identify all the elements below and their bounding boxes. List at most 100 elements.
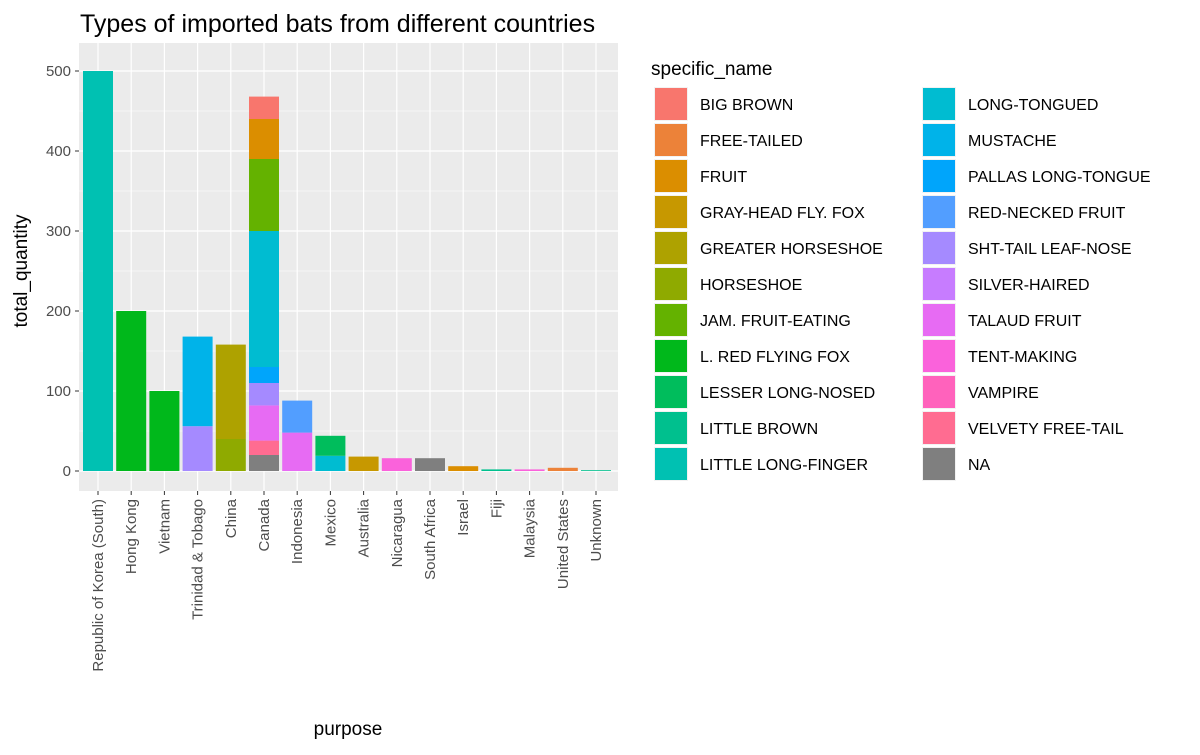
bar-canada-velvety-free-tail (249, 440, 279, 455)
bar-indonesia-red-necked-fruit (282, 400, 313, 433)
x-tick-label-canada: Canada (256, 498, 273, 551)
legend-items: BIG BROWN FREE-TAILED FRUIT GRAY-HEAD FLY. … (654, 87, 1151, 481)
x-tick-label-malaysia: Malaysia (522, 498, 539, 558)
legend-swatch-pallas-long-tongue (923, 160, 955, 192)
x-tick-label-republic-of-korea-south: Republic of Korea (South) (90, 499, 107, 672)
legend-swatch-jam-fruit-eating (655, 304, 687, 336)
bar-trinidad-and-tobago-mustache (182, 336, 213, 427)
x-tick-label-nicaragua: Nicaragua (389, 498, 406, 567)
x-tick-label-mexico: Mexico (322, 499, 339, 547)
legend-label-lesser-long-nosed: LESSER LONG-NOSED (700, 385, 875, 402)
bar-israel-fruit (448, 466, 479, 471)
legend-label-vampire: VAMPIRE (968, 385, 1039, 402)
legend-swatch-silver-haired (923, 268, 955, 300)
x-tick-label-south-africa: South Africa (422, 498, 439, 580)
x-tick-label-trinidad-and-tobago: Trinidad & Tobago (190, 499, 207, 620)
bar-australia-gray-head-fly-fox (348, 456, 379, 471)
y-axis: 0 100 200 300 400 500 (46, 63, 79, 480)
bar-malaysia-tent-making (514, 469, 545, 471)
x-tick-label-china: China (223, 498, 240, 538)
x-tick-label-fiji: Fiji (488, 499, 505, 518)
x-tick-label-australia: Australia (356, 498, 373, 557)
legend-swatch-gray-head-fly-fox (655, 196, 687, 228)
x-tick-label-hong-kong: Hong Kong (123, 499, 140, 574)
x-tick-label-israel: Israel (455, 499, 472, 536)
y-tick-label: 400 (46, 143, 71, 160)
y-axis-label: total_quantity (11, 214, 32, 328)
legend-label-gray-head-fly-fox: GRAY-HEAD FLY. FOX (700, 205, 865, 222)
legend-title: specific_name (651, 59, 772, 80)
bar-vietnam-l-red-flying-fox (149, 391, 180, 471)
legend-label-velvety-free-tail: VELVETY FREE-TAIL (968, 421, 1124, 438)
legend-swatch-tent-making (923, 340, 955, 372)
legend-swatch-greater-horseshoe (655, 232, 687, 264)
y-tick-label: 100 (46, 383, 71, 400)
legend-swatch-na (923, 448, 955, 480)
bar-south-africa-na (415, 458, 445, 471)
legend-label-sht-tail-leaf-nose: SHT-TAIL LEAF-NOSE (968, 241, 1132, 258)
legend-swatch-long-tongued (923, 88, 955, 120)
legend-label-horseshoe: HORSESHOE (700, 277, 802, 294)
legend-label-talaud-fruit: TALAUD FRUIT (968, 313, 1082, 330)
bar-canada-talaud-fruit (249, 405, 279, 441)
legend-swatch-mustache (923, 124, 955, 156)
bars (83, 71, 611, 471)
bar-canada-pallas-long-tongue (249, 367, 279, 383)
legend-label-mustache: MUSTACHE (968, 133, 1057, 150)
legend-label-red-necked-fruit: RED-NECKED FRUIT (968, 205, 1126, 222)
chart-title: Types of imported bats from different co… (80, 10, 595, 38)
y-tick-label: 300 (46, 223, 71, 240)
legend-label-long-tongued: LONG-TONGUED (968, 97, 1098, 114)
y-tick-label: 500 (46, 63, 71, 80)
bar-mexico-long-tongued (315, 455, 346, 471)
bar-canada-fruit (249, 119, 279, 159)
bar-canada-jam-fruit-eating (249, 159, 279, 231)
legend-label-little-long-finger: LITTLE LONG-FINGER (700, 457, 868, 474)
x-axis: Republic of Korea (South) Hong Kong Vietna… (90, 491, 605, 672)
bar-republic-of-korea-south-little-long-finger (83, 71, 113, 471)
legend-swatch-big-brown (655, 88, 687, 120)
legend: specific_name BIG BROWN FREE-TAILED FRUIT G… (651, 59, 1151, 481)
legend-label-tent-making: TENT-MAKING (968, 349, 1077, 366)
legend-label-big-brown: BIG BROWN (700, 97, 793, 114)
y-tick-label: 200 (46, 303, 71, 320)
grid (79, 43, 618, 491)
legend-label-fruit: FRUIT (700, 169, 747, 186)
legend-swatch-lesser-long-nosed (655, 376, 687, 408)
legend-label-free-tailed: FREE-TAILED (700, 133, 803, 150)
bar-canada-na (249, 455, 279, 471)
x-tick-label-united-states: United States (555, 499, 572, 589)
bar-trinidad-and-tobago-sht-tail-leaf-nose (182, 426, 213, 471)
bar-china-horseshoe (215, 439, 246, 471)
legend-label-pallas-long-tongue: PALLAS LONG-TONGUE (968, 169, 1151, 186)
legend-label-jam-fruit-eating: JAM. FRUIT-EATING (700, 313, 851, 330)
legend-swatch-velvety-free-tail (923, 412, 955, 444)
legend-swatch-fruit (655, 160, 687, 192)
x-tick-label-indonesia: Indonesia (289, 498, 306, 564)
bar-indonesia-talaud-fruit (282, 432, 313, 471)
x-tick-label-vietnam: Vietnam (156, 499, 173, 554)
legend-swatch-horseshoe (655, 268, 687, 300)
legend-label-silver-haired: SILVER-HAIRED (968, 277, 1090, 294)
legend-swatch-vampire (923, 376, 955, 408)
legend-label-greater-horseshoe: GREATER HORSESHOE (700, 241, 883, 258)
legend-label-na: NA (968, 457, 991, 474)
bar-canada-big-brown (249, 96, 279, 119)
legend-swatch-talaud-fruit (923, 304, 955, 336)
legend-label-l-red-flying-fox: L. RED FLYING FOX (700, 349, 850, 366)
bar-nicaragua-tent-making (381, 458, 412, 471)
x-axis-label: purpose (314, 719, 383, 740)
bar-canada-sht-tail-leaf-nose (249, 383, 279, 406)
legend-label-little-brown: LITTLE BROWN (700, 421, 818, 438)
bar-united-states-free-tailed (547, 467, 578, 471)
bar-hong-kong-l-red-flying-fox (116, 311, 147, 471)
bar-china-greater-horseshoe (215, 344, 246, 439)
legend-swatch-free-tailed (655, 124, 687, 156)
y-tick-label: 0 (63, 463, 71, 480)
legend-swatch-l-red-flying-fox (655, 340, 687, 372)
legend-swatch-sht-tail-leaf-nose (923, 232, 955, 264)
legend-swatch-red-necked-fruit (923, 196, 955, 228)
bar-fiji-little-brown (481, 469, 512, 471)
